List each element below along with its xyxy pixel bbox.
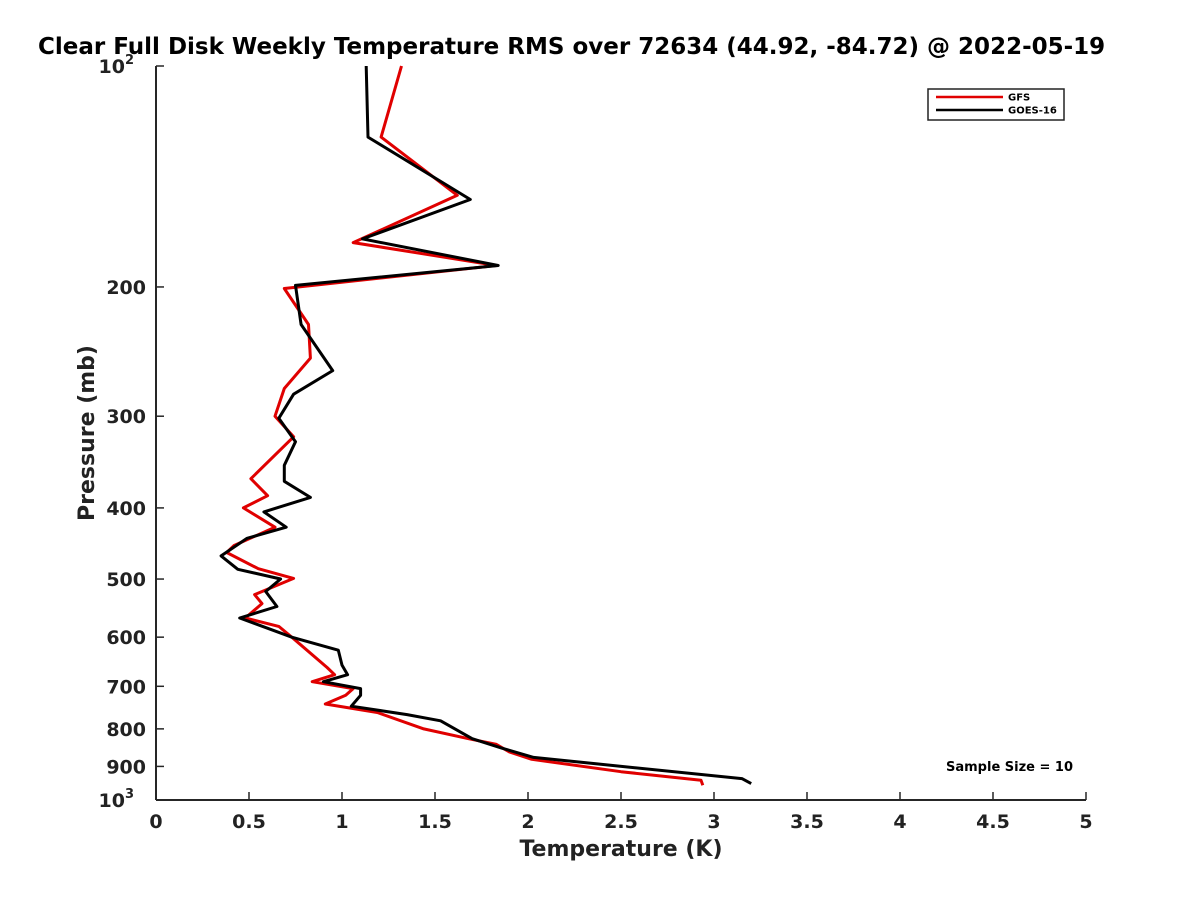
series-lines xyxy=(219,65,752,786)
chart-title: Clear Full Disk Weekly Temperature RMS o… xyxy=(38,34,1105,60)
y-tick-label: 300 xyxy=(106,406,146,428)
legend-label-gfs: GFS xyxy=(1008,93,1030,104)
x-axis-label: Temperature (K) xyxy=(519,837,722,862)
legend: GFS GOES-16 xyxy=(927,88,1065,121)
x-tick-label: 3.5 xyxy=(790,811,824,833)
x-tick-label: 0.5 xyxy=(232,811,266,833)
x-tick-label: 5 xyxy=(1079,811,1092,833)
y-ticks: 102 200 300 400 500 600 700 800 900 103 xyxy=(99,53,164,812)
y-tick-label: 600 xyxy=(106,627,146,649)
x-tick-label: 2 xyxy=(521,811,534,833)
y-tick-label: 103 xyxy=(99,787,135,812)
y-tick-label: 700 xyxy=(106,676,146,698)
y-tick-label: 500 xyxy=(106,569,146,591)
y-tick-label: 800 xyxy=(106,719,146,741)
y-axis-label: Pressure (mb) xyxy=(75,345,100,521)
x-tick-label: 0 xyxy=(149,811,162,833)
x-tick-label: 4.5 xyxy=(976,811,1010,833)
series-line-gfs xyxy=(225,65,705,786)
y-tick-label: 900 xyxy=(106,756,146,778)
x-tick-label: 4 xyxy=(893,811,906,833)
plot-area: 0 0.5 1 1.5 2 2.5 3 3.5 4 4.5 5 102 200 300 400 500 600… xyxy=(99,53,1093,833)
x-ticks: 0 0.5 1 1.5 2 2.5 3 3.5 4 4.5 5 xyxy=(149,792,1093,833)
y-tick-label: 102 xyxy=(99,53,135,78)
sample-size-annotation: Sample Size = 10 xyxy=(946,760,1073,775)
legend-label-goes-16: GOES-16 xyxy=(1008,106,1057,117)
series-line-goes-16 xyxy=(219,65,752,785)
x-tick-label: 1.5 xyxy=(418,811,452,833)
x-tick-label: 2.5 xyxy=(604,811,638,833)
y-tick-label: 400 xyxy=(106,498,146,520)
x-tick-label: 1 xyxy=(335,811,348,833)
y-tick-label: 200 xyxy=(106,277,146,299)
legend-box xyxy=(927,88,1065,121)
x-tick-label: 3 xyxy=(707,811,720,833)
